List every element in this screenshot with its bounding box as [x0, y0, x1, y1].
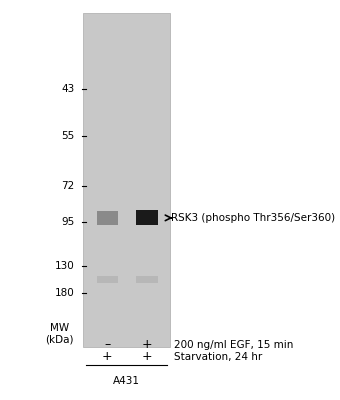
Text: 200 ng/ml EGF, 15 min: 200 ng/ml EGF, 15 min — [174, 340, 293, 350]
Text: 43: 43 — [62, 84, 75, 94]
Text: +: + — [141, 338, 152, 352]
Text: –: – — [104, 338, 110, 352]
Text: 55: 55 — [62, 132, 75, 142]
Text: A431: A431 — [113, 376, 140, 386]
Text: 72: 72 — [62, 181, 75, 191]
FancyBboxPatch shape — [136, 210, 158, 226]
Text: RSK3 (phospho Thr356/Ser360): RSK3 (phospho Thr356/Ser360) — [171, 213, 336, 223]
FancyBboxPatch shape — [97, 211, 118, 225]
Text: 180: 180 — [55, 288, 75, 298]
Text: +: + — [141, 350, 152, 364]
FancyBboxPatch shape — [136, 276, 158, 283]
Text: Starvation, 24 hr: Starvation, 24 hr — [174, 352, 262, 362]
FancyBboxPatch shape — [97, 276, 118, 283]
FancyBboxPatch shape — [83, 13, 170, 347]
Text: 130: 130 — [55, 260, 75, 270]
Text: MW
(kDa): MW (kDa) — [46, 323, 74, 345]
Text: 95: 95 — [62, 217, 75, 227]
Text: +: + — [102, 350, 113, 364]
